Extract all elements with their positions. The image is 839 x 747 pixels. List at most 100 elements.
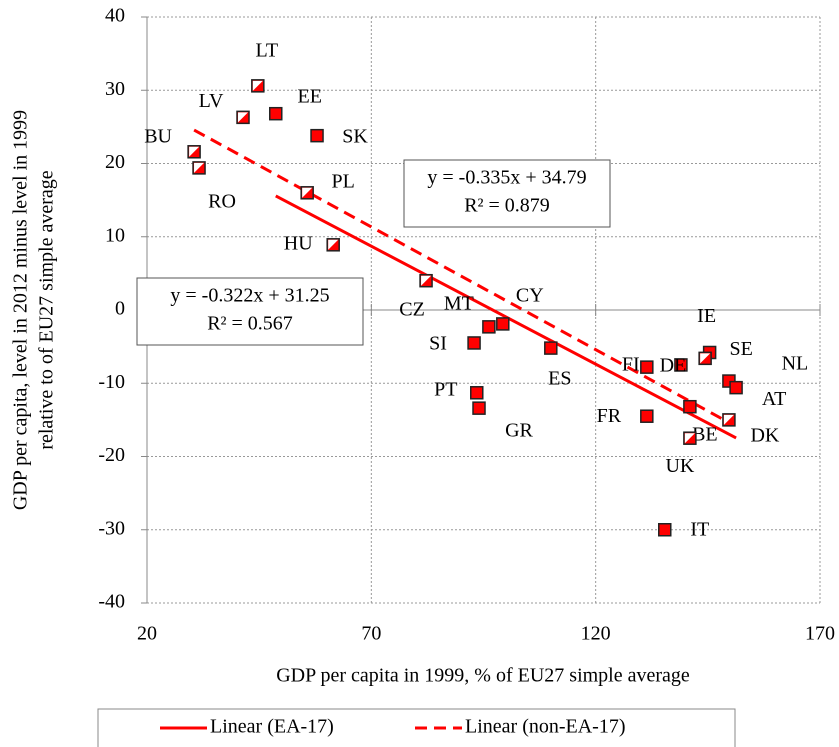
data-point [496,317,510,331]
x-tick-label: 170 [805,623,835,645]
y-tick-label: 10 [105,224,125,246]
point-label: PL [332,170,355,192]
data-point [269,106,283,121]
point-label: MT [444,292,474,314]
point-label: BU [144,125,172,147]
point-label: BE [692,423,718,445]
marker [640,409,654,423]
marker [472,401,486,415]
point-label: DK [750,424,779,446]
data-point [192,161,206,175]
marker-half [238,112,249,123]
marker-half [421,275,432,286]
y-tick-label: -10 [98,371,125,393]
legend-label: Linear (EA-17) [210,716,334,738]
marker [544,341,558,355]
marker-half [302,187,313,198]
data-point [472,401,486,415]
r-squared: R² = 0.879 [464,195,550,217]
point-label: LV [199,90,224,112]
trendline [193,128,730,424]
marker [482,320,496,334]
point-label: CZ [399,298,425,320]
point-label: DE [660,355,687,377]
point-label: ES [548,368,571,390]
equation-box [403,159,611,228]
x-tick-label: 70 [361,623,381,645]
y-tick-label: 30 [105,78,125,100]
marker [674,358,688,372]
data-point [310,128,324,143]
marker-half [328,239,339,250]
y-axis-label-line: GDP per capita, level in 2012 minus leve… [10,110,32,510]
point-label: UK [665,455,694,477]
x-tick-label: 120 [581,623,611,645]
data-point [658,523,672,537]
y-axis-label-line: relative to of EU27 simple average [36,170,58,449]
marker-half [189,146,200,157]
point-label: SE [729,338,752,360]
point-label: IE [697,305,716,327]
equation: y = -0.335x + 34.79 [427,167,586,189]
y-axis-label: GDP per capita, level in 2012 minus leve… [10,110,58,510]
data-point [300,186,314,200]
point-label: NL [782,353,809,375]
data-point [419,273,433,288]
marker-half [684,433,695,444]
marker [470,386,484,400]
point-label: PT [434,378,457,400]
y-tick-label: -40 [98,591,125,613]
point-label: CY [516,285,544,307]
marker-half [252,80,263,91]
marker [496,317,510,331]
marker [640,360,654,374]
y-tick-label: -30 [98,517,125,539]
marker [310,128,324,143]
marker [269,106,283,121]
trendline [275,194,737,440]
marker [467,336,481,350]
data-point [236,110,250,125]
y-tick-label: -20 [98,444,125,466]
x-tick-label: 20 [137,623,157,645]
data-point [640,409,654,423]
data-point [722,413,736,427]
point-label: LT [256,39,279,61]
point-label: AT [762,388,786,410]
marker-half [700,353,711,364]
point-label: FR [597,405,622,427]
equation-box [136,277,364,346]
data-point [683,399,697,414]
point-label: IT [690,518,709,540]
point-label: FI [622,354,640,376]
legend-label: Linear (non-EA-17) [465,716,626,738]
r-squared: R² = 0.567 [207,313,293,335]
point-label: HU [284,232,313,254]
data-point [729,380,743,395]
marker [729,380,743,395]
point-label: SI [429,333,447,355]
point-label: RO [208,190,236,212]
marker-half [194,162,205,173]
data-point [251,79,265,93]
y-tick-label: 20 [105,151,125,173]
marker-half [723,414,734,425]
data-point [683,431,697,445]
y-tick-label: 40 [105,5,125,27]
marker [658,523,672,537]
data-point [640,360,654,374]
data-point [544,341,558,355]
marker [683,399,697,414]
data-point [698,351,712,366]
x-axis-label: GDP per capita in 1999, % of EU27 simple… [276,665,690,687]
point-label: GR [505,420,533,442]
y-tick-label: 0 [115,298,125,320]
point-label: SK [342,125,368,147]
equation: y = -0.322x + 31.25 [170,285,329,307]
data-point [470,386,484,400]
data-point [674,358,688,372]
data-point [187,145,201,159]
data-point [482,320,496,334]
